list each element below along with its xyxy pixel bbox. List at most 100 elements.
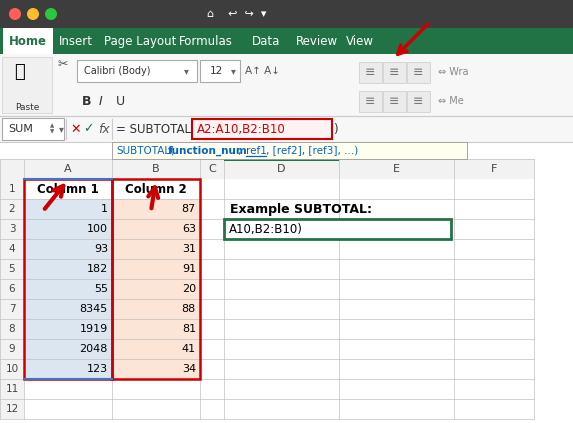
FancyBboxPatch shape — [359, 62, 382, 83]
Bar — [0, 116, 573, 142]
Text: , [ref2], [ref3], ...): , [ref2], [ref3], ...) — [266, 146, 358, 156]
Text: ▾: ▾ — [231, 66, 236, 76]
Text: 8345: 8345 — [80, 304, 108, 314]
Bar — [112, 219, 200, 239]
Text: 2: 2 — [9, 204, 15, 214]
Text: ⌂    ↩  ↪  ▾: ⌂ ↩ ↪ ▾ — [200, 9, 266, 19]
Bar — [0, 319, 24, 339]
Bar — [2, 57, 52, 113]
Text: C: C — [208, 164, 216, 174]
Text: ≡: ≡ — [365, 66, 375, 79]
Text: ⇔ Wra: ⇔ Wra — [438, 67, 469, 77]
Text: 93: 93 — [94, 244, 108, 254]
Bar — [0, 199, 24, 219]
FancyBboxPatch shape — [383, 91, 406, 112]
Text: 4: 4 — [9, 244, 15, 254]
Bar — [24, 279, 112, 299]
Text: 100: 100 — [87, 224, 108, 234]
Bar — [24, 219, 112, 239]
Bar — [0, 259, 24, 279]
Bar — [112, 279, 200, 299]
Text: E: E — [393, 164, 400, 174]
Bar — [112, 359, 200, 379]
Bar — [112, 339, 200, 359]
Bar — [24, 359, 112, 379]
Text: 88: 88 — [182, 304, 196, 314]
Bar — [0, 279, 24, 299]
Text: ≡: ≡ — [365, 94, 375, 107]
Text: function_num: function_num — [168, 146, 248, 156]
FancyBboxPatch shape — [200, 60, 240, 82]
Text: 📋: 📋 — [15, 63, 25, 81]
Text: fx: fx — [98, 123, 110, 135]
Bar — [0, 54, 573, 116]
FancyBboxPatch shape — [77, 60, 197, 82]
Text: 55: 55 — [94, 284, 108, 294]
Text: Column 1: Column 1 — [37, 182, 99, 195]
Circle shape — [27, 8, 39, 20]
FancyBboxPatch shape — [407, 91, 430, 112]
Text: ): ) — [333, 123, 337, 135]
Text: = SUBTOTAL(1,: = SUBTOTAL(1, — [116, 123, 207, 135]
Circle shape — [9, 8, 21, 20]
Bar — [0, 0, 573, 28]
Text: 10: 10 — [5, 364, 18, 374]
Text: 34: 34 — [182, 364, 196, 374]
Text: 1: 1 — [9, 184, 15, 194]
Bar — [24, 239, 112, 259]
Bar — [24, 259, 112, 279]
Text: 12: 12 — [210, 66, 223, 76]
Bar — [3, 28, 53, 54]
Text: ▲: ▲ — [50, 124, 54, 129]
Bar — [112, 199, 200, 219]
Text: 31: 31 — [182, 244, 196, 254]
Text: SUM: SUM — [8, 124, 33, 134]
Text: 6: 6 — [9, 284, 15, 294]
Text: 81: 81 — [182, 324, 196, 334]
Bar — [0, 299, 24, 319]
Text: 11: 11 — [5, 384, 19, 394]
Text: 5: 5 — [9, 264, 15, 274]
Text: Paste: Paste — [15, 102, 39, 112]
FancyBboxPatch shape — [192, 119, 332, 139]
Bar — [0, 339, 24, 359]
Text: D: D — [277, 164, 286, 174]
Text: 20: 20 — [182, 284, 196, 294]
Bar — [24, 199, 112, 219]
Text: 1: 1 — [101, 204, 108, 214]
Text: 12: 12 — [5, 404, 19, 414]
Text: Insert: Insert — [59, 35, 93, 47]
Text: ref1: ref1 — [246, 146, 267, 156]
Bar — [0, 179, 24, 199]
Text: ⇔ Me: ⇔ Me — [438, 96, 464, 106]
Text: F: F — [491, 164, 497, 174]
Bar — [0, 219, 24, 239]
Bar — [24, 299, 112, 319]
Text: ▼: ▼ — [50, 129, 54, 135]
Bar — [112, 319, 200, 339]
Text: A↑ A↓: A↑ A↓ — [245, 66, 280, 76]
Text: 123: 123 — [87, 364, 108, 374]
Text: 3: 3 — [9, 224, 15, 234]
Text: ✕: ✕ — [70, 123, 80, 135]
Text: 41: 41 — [182, 344, 196, 354]
Text: 7: 7 — [9, 304, 15, 314]
Text: 182: 182 — [87, 264, 108, 274]
Text: Calibri (Body): Calibri (Body) — [84, 66, 151, 76]
Text: U: U — [116, 94, 125, 107]
Text: 87: 87 — [182, 204, 196, 214]
Bar — [112, 239, 200, 259]
Bar — [24, 179, 112, 379]
Text: ,: , — [238, 146, 245, 156]
Text: 63: 63 — [182, 224, 196, 234]
Text: 2048: 2048 — [80, 344, 108, 354]
Bar — [224, 159, 339, 161]
Bar — [0, 399, 24, 419]
Bar — [24, 319, 112, 339]
Bar — [112, 259, 200, 279]
Text: View: View — [346, 35, 374, 47]
Bar — [224, 219, 451, 239]
Text: ▾: ▾ — [184, 66, 189, 76]
FancyBboxPatch shape — [359, 91, 382, 112]
Text: ≡: ≡ — [413, 66, 423, 79]
